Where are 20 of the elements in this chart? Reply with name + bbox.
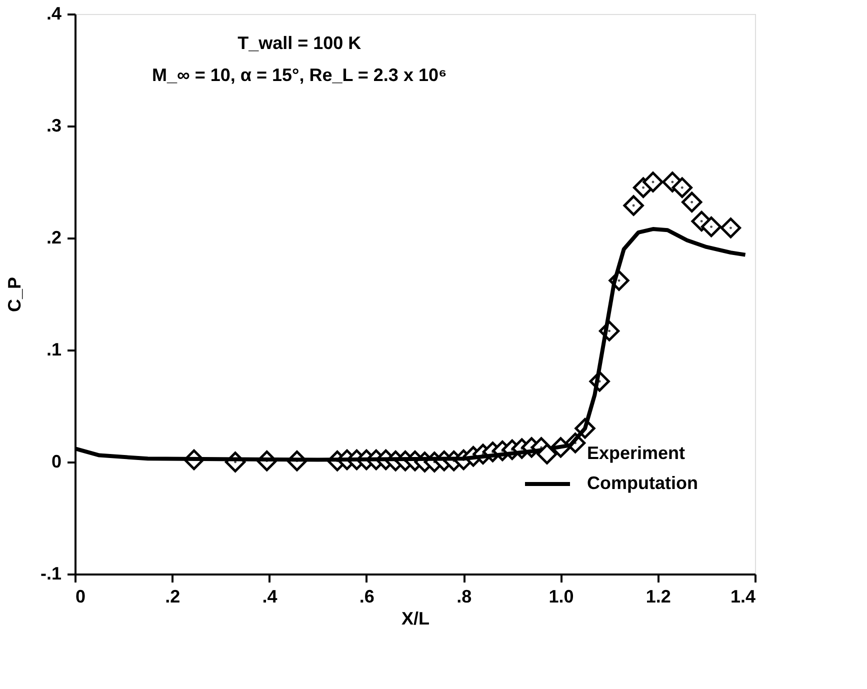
x-tick-label: .2 — [165, 586, 180, 606]
annotation: M_∞ = 10, α = 15°, Re_L = 2.3 x 10⁶ — [152, 65, 447, 85]
x-tick-label: 0 — [76, 586, 86, 606]
x-axis-title: X/L — [401, 608, 430, 628]
y-tick-label: .3 — [46, 116, 62, 136]
annotation: T_wall = 100 K — [238, 33, 362, 53]
x-tick-label: 1.2 — [646, 586, 671, 606]
y-tick-label: .1 — [46, 340, 62, 360]
y-tick-label: -.1 — [40, 564, 62, 584]
x-tick-label: .6 — [359, 586, 374, 606]
x-tick-label: 1.4 — [730, 586, 756, 606]
legend-label: Computation — [587, 473, 698, 493]
legend-label: Experiment — [587, 443, 686, 463]
x-tick-label: 1.0 — [548, 586, 574, 606]
y-axis-title: C_P — [4, 276, 24, 312]
x-tick-label: .8 — [456, 586, 472, 606]
y-tick-label: .4 — [46, 4, 62, 24]
y-tick-label: .2 — [46, 228, 62, 248]
y-tick-label: 0 — [51, 452, 62, 472]
x-tick-label: .4 — [262, 586, 278, 606]
